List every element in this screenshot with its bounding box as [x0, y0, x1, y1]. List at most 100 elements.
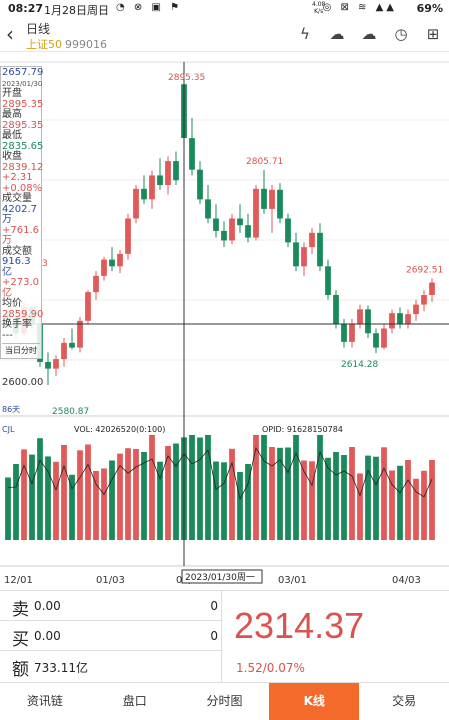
edge-mark-label: 3 [42, 259, 48, 269]
info-avg-label: 均价 [2, 298, 22, 309]
grid-menu-icon[interactable]: ⊞ [426, 25, 440, 43]
app-header: ‹ 日线 上证50 999016 ϟ ☁ ☁ ◷ ⊞ [0, 18, 449, 52]
status-time: 08:27 [8, 2, 44, 15]
index-name: 上证50 [26, 38, 62, 51]
volume-bar [269, 447, 275, 540]
info-low: 2835.65 [2, 140, 44, 152]
candle-body [117, 253, 123, 267]
page-title: 日线 [26, 22, 51, 36]
x-axis-label: 04/03 [392, 575, 421, 586]
buy-row: 买 0.00 0 [0, 621, 222, 651]
candle-body [405, 314, 411, 324]
volume-bar [285, 447, 291, 540]
recent-mark-label: 2692.51 [406, 265, 443, 275]
candle-body [69, 342, 75, 348]
volume-bar [405, 460, 411, 540]
cloud-download-icon[interactable]: ☁ [329, 25, 345, 43]
info-change-pct: +0.08% [2, 182, 43, 194]
info-amount-change: +273.0亿 [2, 277, 40, 299]
volume-bar [165, 446, 171, 540]
info-close-label: 收盘 [2, 151, 22, 162]
candle-body [133, 188, 139, 219]
candle-body [301, 247, 307, 267]
volume-bar [85, 444, 91, 540]
volume-bar [365, 455, 371, 540]
net-speed-unit: K/s [314, 8, 324, 15]
back-arrow-icon[interactable]: ‹ [6, 22, 14, 46]
info-amount: 916.3亿 [2, 256, 31, 278]
candle-body [429, 282, 435, 295]
candle-body [213, 218, 219, 231]
volume-bar [253, 435, 259, 540]
status-bar: 08:27 1月28日周日 ◔ ⊗ ▣ ⚑ 4.08 K/s ◎ ⊠ ≋ ▲▲ … [0, 0, 449, 18]
volume-bar [381, 447, 387, 540]
current-price: 2314.37 [234, 605, 365, 646]
candle-body [317, 232, 323, 267]
info-close: 2839.12 [2, 161, 44, 173]
buy-value: 0.00 [34, 629, 61, 643]
volume-bar [349, 447, 355, 540]
volume-bar [229, 448, 235, 540]
signal-icons: ◎ ⊠ ≋ ▲▲ [322, 2, 397, 13]
candle-body [373, 333, 379, 348]
volume-bar [213, 461, 219, 540]
candle-body [365, 309, 371, 334]
info-amount-label: 成交额 [2, 245, 32, 257]
current-day-button[interactable]: 当日分时 [2, 343, 40, 357]
volume-bar [293, 435, 299, 540]
cloud-upload-icon[interactable]: ☁ [361, 25, 377, 43]
amount-row: 额 733.11亿 [0, 651, 222, 681]
sell-count: 0 [210, 599, 218, 613]
info-turnover: --- [2, 329, 13, 341]
volume-bar [13, 464, 19, 540]
info-high-label: 最高 [2, 109, 22, 120]
tab-news-chain[interactable]: 资讯链 [26, 694, 63, 708]
sell-value: 0.00 [34, 599, 61, 613]
candle-body [149, 175, 155, 200]
volume-bar [421, 470, 427, 540]
volume-bar [173, 443, 179, 540]
days-count-label: 86天 [2, 405, 20, 414]
volume-bar [261, 435, 267, 540]
volume-bar [413, 478, 419, 540]
sell-label: 卖 [12, 600, 29, 620]
tab-trade[interactable]: 交易 [392, 694, 417, 708]
volume-ma-line [7, 446, 433, 501]
tab-kline[interactable]: K线 [269, 683, 360, 720]
price-change: 1.52/0.07% [236, 661, 305, 675]
candle-body [421, 295, 427, 305]
net-speed: 4.08 K/s [312, 1, 325, 15]
info-date: 2023/01/30 [2, 79, 43, 88]
candle-body [157, 175, 163, 185]
info-date-value: 2657.79 [2, 67, 44, 78]
battery-level: 69% [416, 2, 443, 15]
candle-body [85, 292, 91, 321]
flash-icon[interactable]: ϟ [300, 25, 310, 43]
candle-body [141, 188, 147, 200]
kline-chart[interactable]: 2895.35 2805.71 2692.51 2614.28 2580.87 3 2600… [0, 60, 449, 590]
candle-body [325, 266, 331, 295]
volume-bar [37, 438, 43, 540]
amount-value: 733.11亿 [34, 661, 88, 675]
tab-intraday[interactable]: 分时图 [206, 694, 243, 708]
y-axis-label: 2600.00 [2, 377, 43, 388]
volume-bar [77, 450, 83, 540]
crosshair-date-label: 2023/01/30周一 [185, 572, 255, 583]
kline-chart-svg[interactable]: 2895.35 2805.71 2692.51 2614.28 2580.87 3 2600… [0, 60, 449, 590]
candle-body [341, 323, 347, 342]
volume-bar [357, 473, 363, 540]
candle-body [125, 218, 131, 254]
volume-bar [69, 474, 75, 540]
volume-bar [133, 449, 139, 540]
opid-label: OPID: 91628150784 [262, 425, 343, 434]
tab-order-book[interactable]: 盘口 [122, 694, 147, 708]
candle-body [349, 323, 355, 342]
buy-label: 买 [12, 630, 29, 650]
candle-info-panel: 2657.79 2023/01/30 开盘 2895.35 最高 2895.35… [0, 66, 44, 359]
volume-bar [301, 460, 307, 540]
clock-icon[interactable]: ◷ [394, 25, 408, 43]
candle-body [253, 188, 259, 238]
volume-bar [389, 470, 395, 540]
candle-body [45, 361, 51, 369]
volume-bar [197, 437, 203, 540]
